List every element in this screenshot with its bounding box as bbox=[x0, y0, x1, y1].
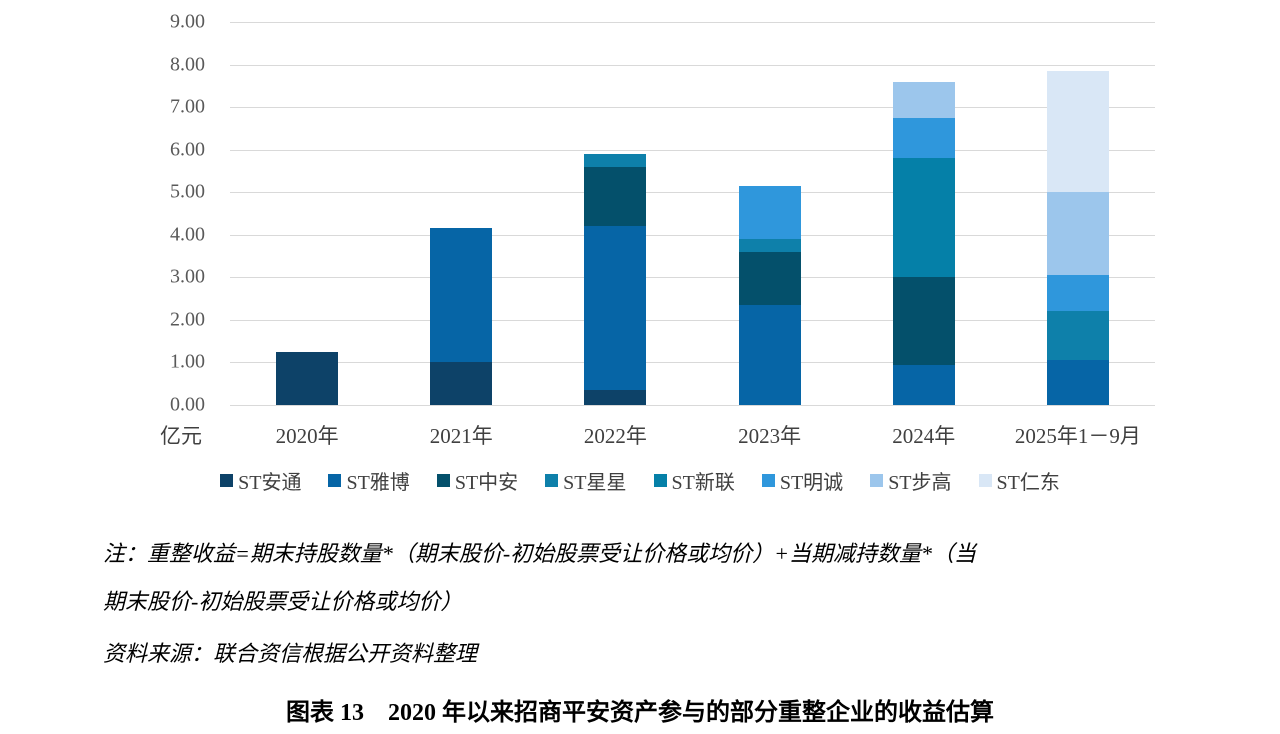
legend-swatch-icon bbox=[978, 474, 992, 487]
bar-segment-ST明诚-2025年1－9月 bbox=[1046, 275, 1109, 312]
legend-label: ST中安 bbox=[454, 472, 519, 494]
legend-swatch-icon bbox=[870, 474, 884, 487]
legend-swatch-icon bbox=[436, 474, 450, 487]
y-tick-label: 2.00 bbox=[170, 308, 205, 331]
gridline bbox=[230, 234, 1155, 236]
bar-2020年 bbox=[276, 22, 339, 405]
bar-segment-ST雅博-2023年 bbox=[738, 305, 801, 405]
legend-item-ST明诚: ST明诚 bbox=[761, 466, 844, 495]
bar-2023年 bbox=[738, 22, 801, 405]
bar-segment-ST明诚-2023年 bbox=[738, 185, 801, 240]
bar-segment-ST安通-2020年 bbox=[276, 351, 339, 405]
legend-swatch-icon bbox=[328, 474, 342, 487]
bar-segment-ST雅博-2025年1－9月 bbox=[1046, 360, 1109, 405]
figure-title: 图表 13 2020 年以来招商平安资产参与的部分重整企业的收益估算 bbox=[286, 700, 994, 726]
x-tick-label-2023年: 2023年 bbox=[738, 424, 802, 448]
legend-item-ST星星: ST星星 bbox=[545, 466, 627, 495]
legend-item-ST雅博: ST雅博 bbox=[328, 466, 410, 495]
bar-segment-ST雅博-2021年 bbox=[430, 228, 493, 363]
legend-label: ST新联 bbox=[671, 472, 735, 494]
y-tick-label: 0.00 bbox=[170, 393, 205, 416]
chart-notes: 注：重整收益=期末持股数量*（期末股价-初始股票受让价格或均价）+当期减持数量*… bbox=[103, 530, 1193, 678]
x-tick-label-2024年: 2024年 bbox=[892, 424, 956, 448]
x-tick-label-2025年1－9月: 2025年1－9月 bbox=[1014, 424, 1141, 448]
bar-segment-ST中安-2022年 bbox=[584, 166, 647, 227]
y-tick-label: 5.00 bbox=[170, 180, 205, 203]
source-line: 资料来源：联合资信根据公开资料整理 bbox=[103, 641, 478, 666]
legend-swatch-icon bbox=[545, 474, 559, 487]
bar-segment-ST新联-2024年 bbox=[892, 158, 955, 278]
y-tick-label: 3.00 bbox=[170, 265, 205, 288]
legend-label: ST步高 bbox=[888, 472, 952, 494]
legend-item-ST新联: ST新联 bbox=[653, 466, 735, 495]
legend-swatch-icon bbox=[761, 474, 775, 487]
note-line-1: 注：重整收益=期末持股数量*（期末股价-初始股票受让价格或均价）+当期减持数量*… bbox=[103, 541, 977, 566]
bar-2022年 bbox=[584, 22, 647, 405]
bar-segment-ST步高-2024年 bbox=[892, 81, 955, 118]
y-tick-label: 7.00 bbox=[170, 95, 205, 118]
x-tick-label-2020年: 2020年 bbox=[275, 424, 339, 448]
bar-segment-ST安通-2022年 bbox=[584, 390, 647, 405]
x-tick-label-2021年: 2021年 bbox=[429, 424, 493, 448]
plot-area bbox=[230, 22, 1155, 406]
y-tick-label: 4.00 bbox=[170, 223, 205, 246]
y-tick-label: 1.00 bbox=[170, 350, 205, 373]
note-line-2: 期末股价-初始股票受让价格或均价） bbox=[103, 589, 463, 614]
stacked-bar-chart: 0.00 1.00 2.00 3.00 4.00 5.00 6.00 7.00 8.00 9.00… bbox=[160, 10, 1155, 494]
legend-label: ST安通 bbox=[238, 472, 302, 494]
legend-label: ST仁东 bbox=[996, 472, 1060, 494]
bar-segment-ST星星-2025年1－9月 bbox=[1046, 311, 1109, 361]
bar-2024年 bbox=[892, 22, 955, 405]
gridline bbox=[230, 64, 1155, 66]
legend-label: ST雅博 bbox=[346, 472, 410, 494]
bar-2021年 bbox=[430, 22, 493, 405]
bar-2025年1－9月 bbox=[1046, 22, 1109, 405]
legend-swatch-icon bbox=[220, 474, 234, 487]
legend-item-ST步高: ST步高 bbox=[870, 466, 952, 495]
bar-segment-ST仁东-2025年1－9月 bbox=[1046, 70, 1109, 193]
bar-segment-ST星星-2022年 bbox=[584, 153, 647, 167]
legend-item-ST中安: ST中安 bbox=[436, 466, 519, 495]
legend-swatch-icon bbox=[653, 474, 667, 487]
x-tick-label-2022年: 2022年 bbox=[583, 424, 647, 448]
bar-segment-ST中安-2023年 bbox=[738, 251, 801, 305]
gridline bbox=[230, 149, 1155, 151]
gridline bbox=[230, 405, 1155, 406]
bar-segment-ST中安-2024年 bbox=[892, 277, 955, 365]
legend-item-ST安通: ST安通 bbox=[220, 466, 301, 495]
chart-legend: ST安通 ST雅博 ST中安 ST星星 ST新联 ST明诚 ST步高 ST仁东 bbox=[0, 466, 1280, 495]
gridline bbox=[230, 362, 1155, 364]
gridline bbox=[230, 22, 1155, 23]
legend-item-ST仁东: ST仁东 bbox=[978, 466, 1060, 495]
y-tick-label: 8.00 bbox=[170, 53, 205, 76]
bar-segment-ST雅博-2024年 bbox=[892, 364, 955, 405]
bar-segment-ST安通-2021年 bbox=[430, 362, 493, 405]
legend-label: ST明诚 bbox=[779, 472, 844, 494]
gridline bbox=[230, 319, 1155, 321]
gridline bbox=[230, 192, 1155, 194]
bar-segment-ST星星-2023年 bbox=[738, 239, 801, 252]
y-axis-unit-label: 亿元 bbox=[160, 424, 202, 448]
gridline bbox=[230, 107, 1155, 109]
bar-segment-ST步高-2025年1－9月 bbox=[1046, 192, 1109, 276]
y-tick-label: 9.00 bbox=[170, 10, 205, 33]
bar-segment-ST明诚-2024年 bbox=[892, 117, 955, 159]
legend-label: ST星星 bbox=[563, 472, 627, 494]
gridline bbox=[230, 277, 1155, 279]
y-tick-label: 6.00 bbox=[170, 138, 205, 161]
bar-segment-ST雅博-2022年 bbox=[584, 226, 647, 391]
